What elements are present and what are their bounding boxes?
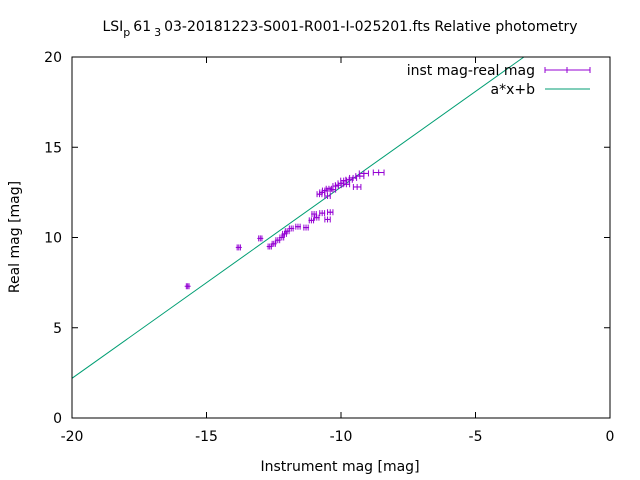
y-tick-label: 0 (53, 411, 62, 427)
data-point (327, 209, 334, 216)
plot-area (72, 57, 525, 379)
fit-line (72, 57, 525, 379)
data-point (342, 181, 351, 188)
data-point (311, 211, 318, 218)
data-points (184, 169, 385, 290)
title-mid: 61 (133, 19, 151, 35)
data-point (319, 210, 326, 217)
data-point (278, 234, 285, 241)
y-tick-label: 15 (44, 140, 62, 156)
legend-swatch-inst-mag (544, 67, 591, 73)
data-point (270, 240, 277, 247)
data-point (358, 170, 369, 177)
x-tick-label: -20 (61, 429, 84, 445)
chart-title: LSIp 61 3 03-20181223-S001-R001-I-025201.ft… (102, 19, 577, 39)
title-subscript-1: p (123, 26, 130, 39)
data-point (235, 244, 242, 251)
legend: inst mag-real mag a*x+b (407, 63, 591, 98)
data-point (313, 214, 320, 221)
data-point (281, 230, 288, 237)
data-point (324, 192, 331, 199)
fit-line-group (72, 57, 525, 379)
legend-label-fit: a*x+b (491, 82, 536, 98)
data-point (257, 235, 264, 242)
y-tick-label: 10 (44, 231, 62, 247)
data-point (303, 224, 310, 231)
x-tick-label: -10 (330, 429, 353, 445)
x-tick-label: -15 (195, 429, 218, 445)
y-tick-label: 5 (53, 321, 62, 337)
title-main: LSI (102, 19, 123, 35)
title-subscript-2: 3 (154, 26, 161, 39)
data-point (308, 217, 315, 224)
data-point (324, 216, 331, 223)
plot-frame (71, 56, 611, 419)
y-tick-label: 20 (44, 50, 62, 66)
x-tick-label: -5 (469, 429, 483, 445)
data-point (352, 183, 362, 190)
legend-label-inst-mag: inst mag-real mag (407, 63, 535, 79)
title-rest: 03-20181223-S001-R001-I-025201.fts Relat… (164, 19, 577, 35)
data-point (288, 225, 295, 232)
x-axis-label: Instrument mag [mag] (260, 459, 419, 475)
data-point (372, 169, 385, 176)
x-tick-label: 0 (606, 429, 615, 445)
y-axis-label: Real mag [mag] (7, 181, 23, 293)
data-point (294, 223, 301, 230)
data-point (184, 283, 191, 290)
axes: -20 -15 -10 -5 0 0 5 10 15 20 (44, 50, 614, 445)
